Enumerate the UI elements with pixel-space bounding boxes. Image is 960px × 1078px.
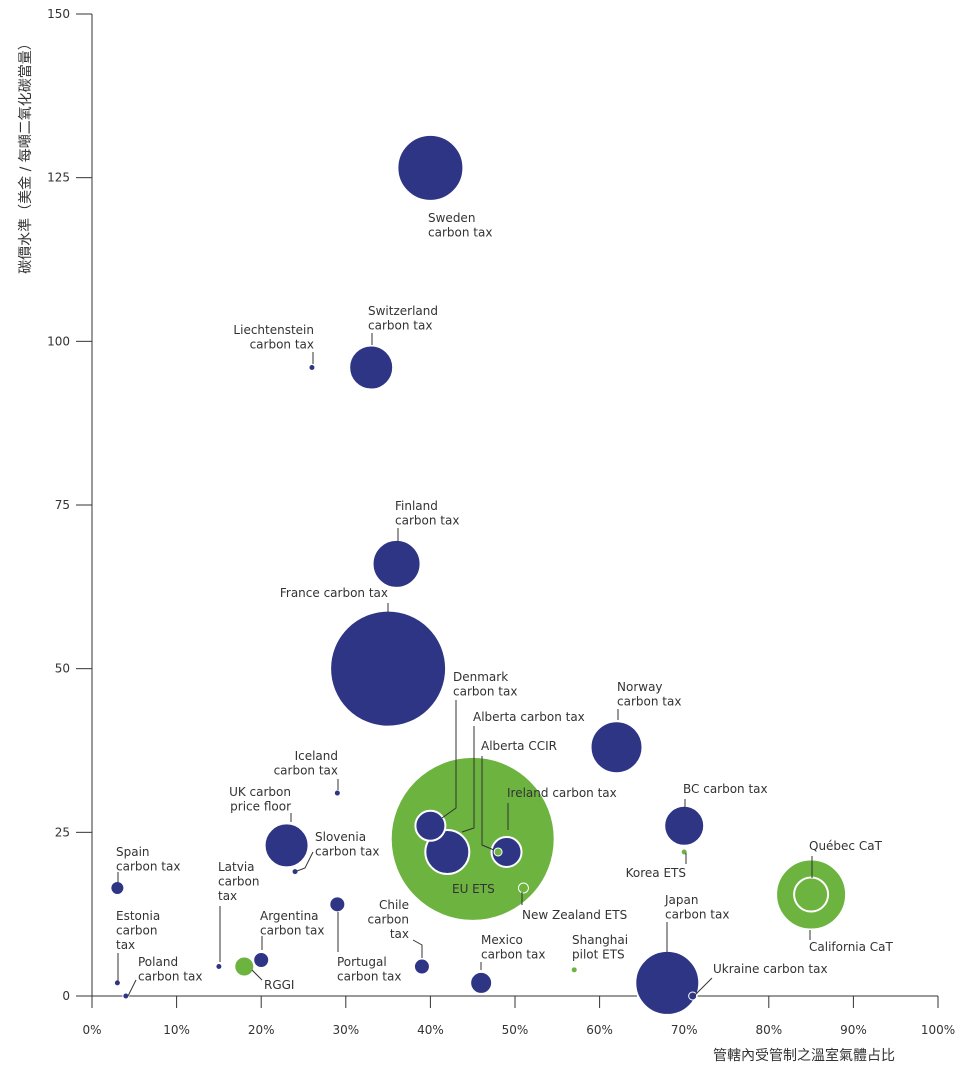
label-finland-carbon-tax: Finland carbon tax (395, 499, 459, 528)
bubble-japan-carbon-tax (634, 949, 701, 1016)
label-sweden-carbon-tax: Sweden carbon tax (428, 211, 492, 240)
label-denmark-carbon-tax: Denmark carbon tax (453, 670, 517, 699)
y-tick-label: 150 (47, 7, 70, 21)
label-poland-carbon-tax: Poland carbon tax (138, 955, 202, 984)
x-tick-label: 90% (840, 1023, 867, 1037)
bubble-france-carbon-tax (329, 609, 448, 728)
label-shanghai-pilot-ets: Shanghai pilot ETS (572, 933, 628, 962)
y-tick-label: 100 (47, 334, 70, 348)
label-ukraine-carbon-tax: Ukraine carbon tax (713, 962, 828, 976)
label-portugal-carbon-tax: Portugal carbon tax (337, 955, 401, 984)
bubble-switzerland-carbon-tax (348, 344, 395, 391)
x-tick-label: 20% (248, 1023, 275, 1037)
label-bc-carbon-tax: BC carbon tax (683, 782, 768, 796)
label-alberta-ccir: Alberta CCIR (481, 739, 557, 753)
bubble-sweden-carbon-tax (396, 133, 465, 202)
label-spain-carbon-tax: Spain carbon tax (116, 845, 180, 874)
bubble-alberta-ccir (493, 847, 503, 857)
y-tick-label: 75 (55, 498, 70, 512)
bubble-norway-carbon-tax (589, 720, 644, 775)
bubble-shanghai-pilot-ets (570, 966, 578, 974)
leader-line (693, 977, 713, 997)
bubble-liechtenstein-carbon-tax (308, 364, 316, 372)
x-tick-label: 10% (163, 1023, 190, 1037)
label-estonia-carbon-tax: Estonia carbon tax (116, 909, 160, 952)
label-chile-carbon-tax: Chile carbon tax (368, 898, 409, 941)
bubble-slovenia-carbon-tax (291, 868, 299, 876)
label-alberta-carbon-tax: Alberta carbon tax (473, 710, 585, 724)
bubble-alberta-carbon-tax (424, 828, 471, 875)
leader-line (441, 700, 457, 819)
bubble-uk-carbon-price-floor (263, 822, 310, 869)
bubble-ukraine-carbon-tax (688, 991, 698, 1001)
label-latvia-carbon-tax: Latvia carbon tax (218, 860, 259, 903)
label-argentina-carbon-tax: Argentina carbon tax (260, 909, 324, 938)
x-tick-label: 70% (671, 1023, 698, 1037)
bubble-eu-ets (389, 755, 556, 922)
label-iceland-carbon-tax: Iceland carbon tax (274, 749, 338, 778)
bubble-mexico-carbon-tax (469, 970, 494, 995)
leader-line (481, 756, 495, 851)
bubble-estonia-carbon-tax (113, 979, 121, 987)
y-axis-title: 碳價水準（美金 / 每噸二氧化碳當量） (17, 36, 34, 274)
label-ireland-carbon-tax: Ireland carbon tax (507, 786, 617, 800)
bubble-qu-bec-cat (793, 876, 830, 913)
bubble-rggi (233, 955, 256, 978)
x-tick-label: 0% (82, 1023, 101, 1037)
bubble-iceland-carbon-tax (333, 789, 341, 797)
bubble-chile-carbon-tax (412, 957, 431, 976)
x-tick-label: 40% (417, 1023, 444, 1037)
label-uk-carbon-price-floor: UK carbon price floor (229, 785, 291, 814)
leader-line (127, 979, 137, 997)
x-tick-label: 50% (502, 1023, 529, 1037)
leader-line (461, 726, 475, 833)
x-tick-label: 100% (921, 1023, 955, 1037)
bubble-argentina-carbon-tax (252, 950, 271, 969)
bubble-new-zealand-ets (517, 882, 529, 894)
leader-line (251, 969, 263, 981)
label-mexico-carbon-tax: Mexico carbon tax (481, 933, 545, 962)
label-new-zealand-ets: New Zealand ETS (522, 908, 627, 922)
bubble-denmark-carbon-tax (414, 809, 447, 842)
x-tick-label: 60% (586, 1023, 613, 1037)
bubble-spain-carbon-tax (109, 879, 126, 896)
bubble-portugal-carbon-tax (328, 895, 347, 914)
leader-line (296, 851, 314, 872)
bubble-poland-carbon-tax (122, 992, 130, 1000)
label-california-cat: California CaT (809, 940, 894, 954)
label-slovenia-carbon-tax: Slovenia carbon tax (315, 830, 379, 859)
bubble-ireland-carbon-tax (490, 835, 523, 868)
label-switzerland-carbon-tax: Switzerland carbon tax (368, 304, 438, 333)
x-tick-label: 30% (332, 1023, 359, 1037)
bubble-bc-carbon-tax (663, 804, 706, 847)
y-tick-label: 0 (62, 989, 70, 1003)
label-france-carbon-tax: France carbon tax (280, 586, 388, 600)
y-tick-label: 50 (55, 662, 70, 676)
y-tick-label: 25 (55, 825, 70, 839)
label-eu-ets: EU ETS (452, 882, 495, 896)
x-tick-label: 80% (755, 1023, 782, 1037)
label-qu-bec-cat: Québec CaT (809, 839, 883, 853)
bubble-finland-carbon-tax (371, 538, 422, 589)
label-liechtenstein-carbon-tax: Liechtenstein carbon tax (233, 323, 314, 352)
label-korea-ets: Korea ETS (626, 866, 686, 880)
label-japan-carbon-tax: Japan carbon tax (664, 893, 729, 922)
leader-line (412, 939, 423, 958)
y-tick-label: 125 (47, 171, 70, 185)
bubble-latvia-carbon-tax (215, 963, 223, 971)
label-rggi: RGGI (264, 978, 294, 992)
label-norway-carbon-tax: Norway carbon tax (617, 680, 681, 709)
x-axis-title: 管轄內受管制之溫室氣體占比 (713, 1047, 895, 1064)
